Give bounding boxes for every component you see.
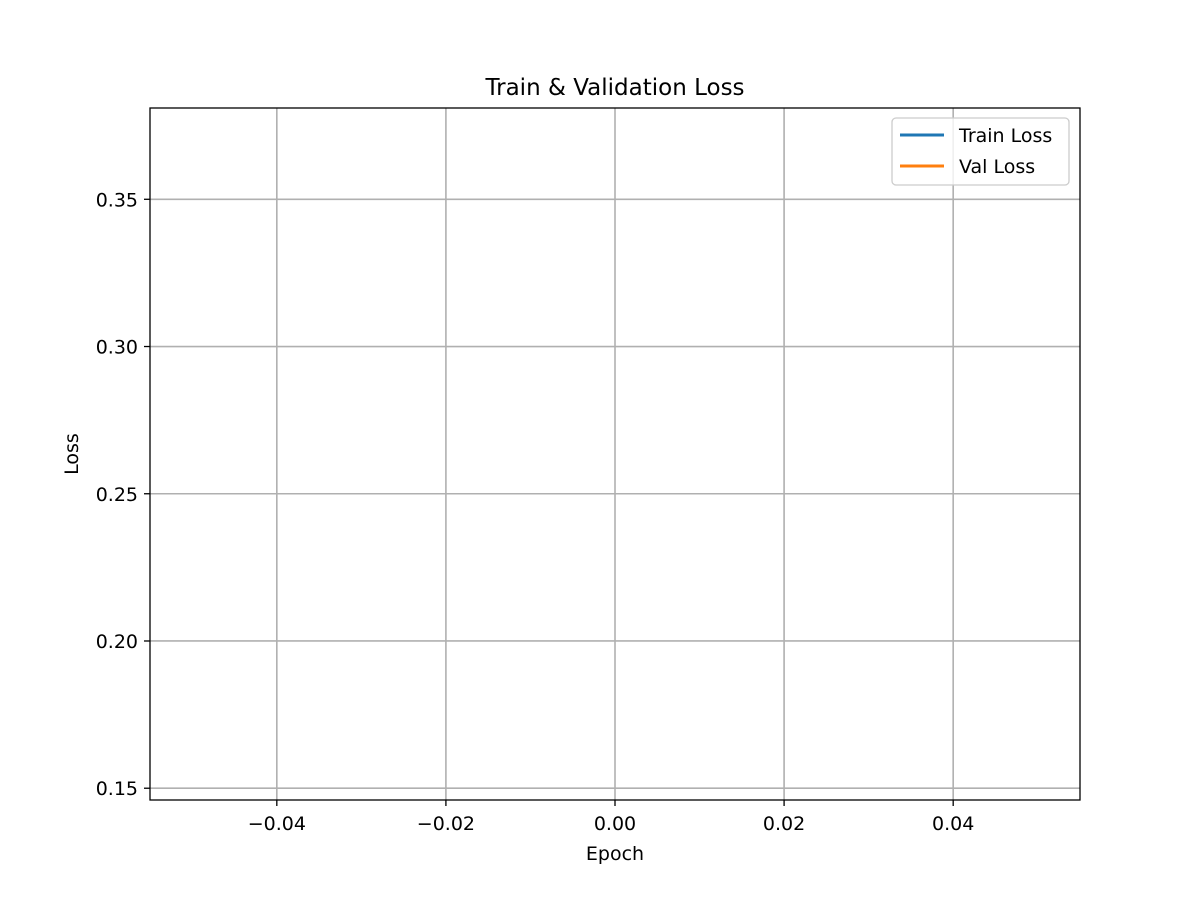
- y-tick-label: 0.30: [96, 337, 138, 359]
- y-tick-label: 0.35: [96, 189, 138, 211]
- x-tick-label: 0.04: [932, 813, 974, 835]
- x-tick-label: −0.02: [417, 813, 475, 835]
- x-axis-ticks: −0.04 −0.02 0.00 0.02 0.04: [248, 800, 974, 835]
- y-axis-label: Loss: [61, 433, 83, 475]
- y-axis-ticks: 0.15 0.20 0.25 0.30 0.35: [96, 189, 150, 800]
- grid: [150, 108, 1080, 800]
- y-tick-label: 0.20: [96, 631, 138, 653]
- legend-label-train-loss: Train Loss: [958, 125, 1052, 147]
- x-tick-label: −0.04: [248, 813, 306, 835]
- x-axis-label: Epoch: [586, 843, 644, 865]
- y-tick-label: 0.15: [96, 778, 138, 800]
- legend: Train Loss Val Loss: [891, 117, 1070, 186]
- chart-title: Train & Validation Loss: [484, 75, 744, 101]
- y-tick-label: 0.25: [96, 484, 138, 506]
- x-tick-label: 0.02: [763, 813, 805, 835]
- x-tick-label: 0.00: [594, 813, 636, 835]
- legend-label-val-loss: Val Loss: [959, 156, 1035, 178]
